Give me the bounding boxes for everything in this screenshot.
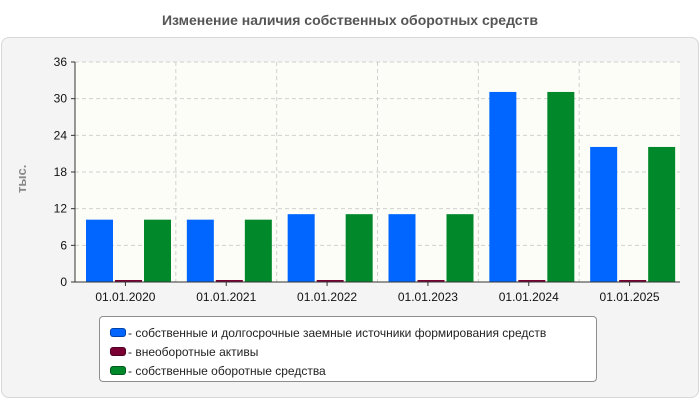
bar-sources (186, 219, 214, 282)
legend-item-sources: - собственные и долгосрочные заемные ист… (110, 323, 596, 342)
legend-label-sources: - собственные и долгосрочные заемные ист… (128, 325, 547, 340)
y-tick-label: 24 (54, 128, 68, 142)
bar-working-capital (648, 146, 676, 282)
bar-noncurrent-assets (316, 280, 344, 282)
x-tick-label: 01.01.2024 (499, 290, 559, 304)
bar-working-capital (144, 219, 171, 282)
legend-swatch-noncurrent-assets (110, 347, 126, 356)
bar-noncurrent-assets (115, 280, 142, 282)
y-tick-label: 36 (54, 55, 68, 69)
legend-label-noncurrent-assets: - внеоборотные активы (128, 344, 259, 359)
bar-sources (489, 91, 517, 282)
chart-title: Изменение наличия собственных оборотных … (161, 12, 539, 28)
bar-sources (86, 219, 113, 282)
y-tick-label: 0 (60, 275, 67, 289)
bar-sources (287, 214, 315, 282)
legend-label-working-capital: - собственные оборотные средства (128, 363, 326, 378)
bar-sources (388, 214, 416, 282)
legend-item-noncurrent-assets: - внеоборотные активы (110, 342, 596, 361)
bar-working-capital (244, 219, 272, 282)
bar-noncurrent-assets (215, 280, 243, 282)
bar-noncurrent-assets (619, 280, 647, 282)
y-tick-label: 18 (54, 165, 68, 179)
y-tick-label: 6 (60, 238, 67, 252)
bar-working-capital (547, 91, 575, 282)
x-tick-label: 01.01.2023 (398, 290, 458, 304)
x-tick-label: 01.01.2021 (196, 290, 256, 304)
bar-noncurrent-assets (518, 280, 546, 282)
bar-noncurrent-assets (417, 280, 445, 282)
y-tick-label: 12 (54, 202, 68, 216)
bar-working-capital (446, 214, 474, 282)
x-tick-label: 01.01.2025 (600, 290, 660, 304)
chart-legend: - собственные и долгосрочные заемные ист… (99, 316, 597, 382)
x-tick-label: 01.01.2020 (95, 290, 155, 304)
legend-swatch-sources (110, 328, 126, 337)
bar-sources (590, 146, 618, 282)
legend-swatch-working-capital (110, 366, 126, 375)
x-tick-label: 01.01.2022 (297, 290, 357, 304)
bar-working-capital (345, 214, 373, 282)
legend-item-working-capital: - собственные оборотные средства (110, 361, 596, 380)
y-tick-label: 30 (54, 92, 68, 106)
